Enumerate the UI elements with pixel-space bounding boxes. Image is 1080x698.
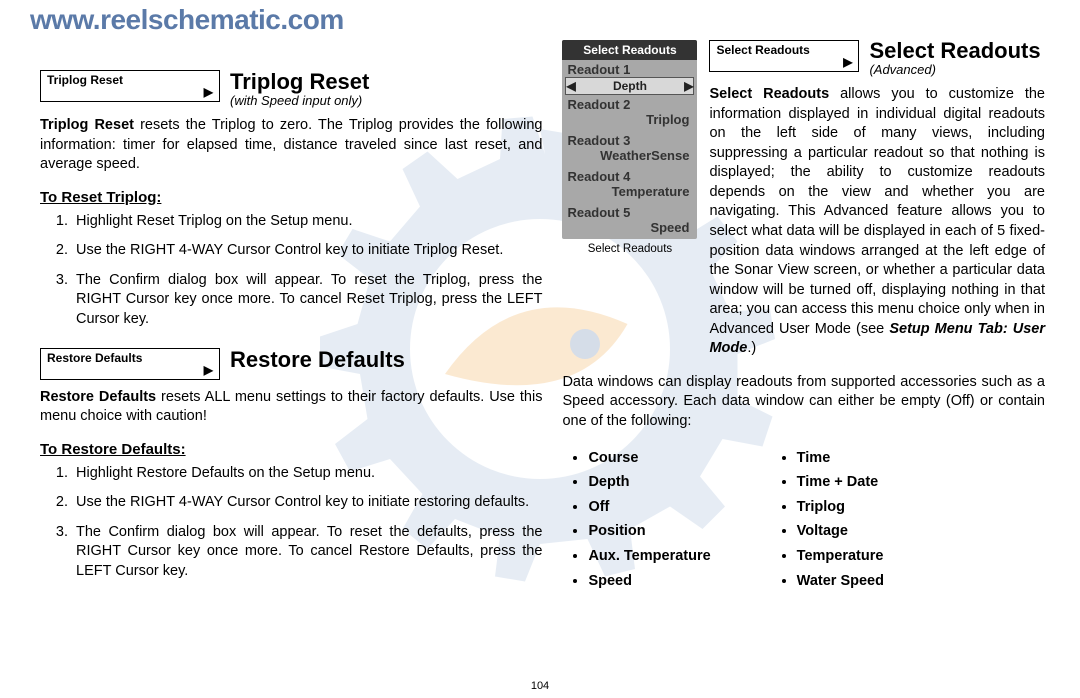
readout-value: Speed <box>562 220 697 239</box>
list-item: Use the RIGHT 4-WAY Cursor Control key t… <box>72 241 542 261</box>
list-item: The Confirm dialog box will appear. To r… <box>72 523 542 582</box>
select-body: Select Readouts allows you to customize … <box>709 85 1045 359</box>
readout-value: Depth <box>613 79 647 93</box>
right-arrow-icon: ▶ <box>843 55 852 69</box>
select-readouts-menubox: Select Readouts ▶ <box>709 40 859 72</box>
list-item: Time + Date <box>797 470 884 495</box>
triplog-title: Triplog Reset <box>230 70 369 93</box>
list-item: Water Speed <box>797 569 884 594</box>
select-title: Select Readouts <box>869 40 1040 62</box>
list-item: Depth <box>588 470 710 495</box>
list-item: Voltage <box>797 519 884 544</box>
select-subtitle: (Advanced) <box>869 62 1040 77</box>
readout-label: Readout 1 <box>562 60 697 77</box>
restore-defaults-menubox: Restore Defaults ▶ <box>40 348 220 380</box>
list-item: Highlight Reset Triplog on the Setup men… <box>72 212 542 232</box>
select-body-lead: Select Readouts <box>709 86 829 102</box>
triplog-steps: Highlight Reset Triplog on the Setup men… <box>72 212 542 330</box>
menubox-label: Restore Defaults <box>47 351 142 365</box>
menubox-label: Select Readouts <box>716 43 809 57</box>
restore-title: Restore Defaults <box>230 348 405 371</box>
list-item: Use the RIGHT 4-WAY Cursor Control key t… <box>72 493 542 513</box>
right-arrow-icon: ▶ <box>204 363 213 377</box>
list-item: Highlight Restore Defaults on the Setup … <box>72 464 542 484</box>
triplog-howto-head: To Reset Triplog: <box>40 189 542 206</box>
list-item: Time <box>797 446 884 471</box>
restore-body-lead: Restore Defaults <box>40 389 156 405</box>
list-item: Off <box>588 495 710 520</box>
panel-head: Select Readouts <box>562 40 697 60</box>
list-item: Temperature <box>797 544 884 569</box>
panel-caption: Select Readouts <box>562 243 697 255</box>
list-item: Aux. Temperature <box>588 544 710 569</box>
triplog-reset-menubox: Triplog Reset ▶ <box>40 70 220 102</box>
triplog-subtitle: (with Speed input only) <box>230 93 369 108</box>
readout-selected: ◀Depth▶ <box>565 77 694 95</box>
readout-options: Course Depth Off Position Aux. Temperatu… <box>562 446 1045 594</box>
restore-steps: Highlight Restore Defaults on the Setup … <box>72 464 542 582</box>
readout-label: Readout 4 <box>562 167 697 184</box>
select-body-rest: allows you to customize the information … <box>709 86 1045 337</box>
select-para2: Data windows can display readouts from s… <box>562 373 1045 432</box>
list-item: The Confirm dialog box will appear. To r… <box>72 271 542 330</box>
list-item: Speed <box>588 569 710 594</box>
restore-howto-head: To Restore Defaults: <box>40 441 542 458</box>
restore-body: Restore Defaults resets ALL menu setting… <box>40 388 542 427</box>
list-item: Course <box>588 446 710 471</box>
list-item: Position <box>588 519 710 544</box>
select-readouts-panel: Select Readouts Readout 1 ◀Depth▶ Readou… <box>562 40 697 255</box>
readout-value: Temperature <box>562 184 697 203</box>
page-number: 104 <box>531 680 549 692</box>
readout-value: WeatherSense <box>562 148 697 167</box>
triplog-body: Triplog Reset resets the Triplog to zero… <box>40 116 542 175</box>
readout-label: Readout 3 <box>562 131 697 148</box>
list-item: Triplog <box>797 495 884 520</box>
right-arrow-icon: ▶ <box>204 85 213 99</box>
readout-label: Readout 2 <box>562 95 697 112</box>
readout-label: Readout 5 <box>562 203 697 220</box>
menubox-label: Triplog Reset <box>47 73 123 87</box>
triplog-body-lead: Triplog Reset <box>40 117 134 133</box>
readout-value: Triplog <box>562 112 697 131</box>
select-body-tailend: .) <box>747 340 756 356</box>
watermark-url: www.reelschematic.com <box>30 4 344 36</box>
